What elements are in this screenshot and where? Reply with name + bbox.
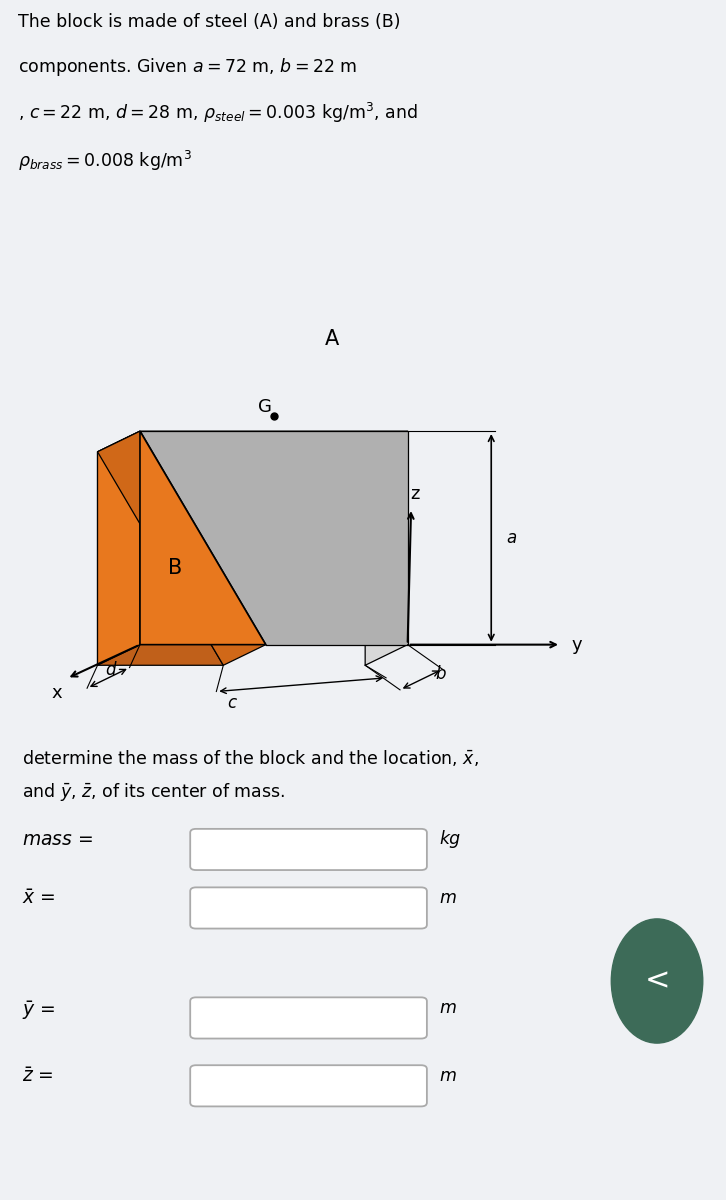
FancyBboxPatch shape [190,1066,427,1106]
Text: d: d [105,661,115,679]
Text: c: c [227,695,236,713]
Text: G: G [258,398,272,416]
Text: $\bar{x}$ =: $\bar{x}$ = [22,889,57,907]
Polygon shape [97,451,224,665]
Text: x: x [51,684,62,702]
Text: , $c = 22$ m, $d = 28$ m, $\rho_{steel} = 0.003$ kg/m$^3$, and: , $c = 22$ m, $d = 28$ m, $\rho_{steel} … [18,101,417,125]
Circle shape [611,919,703,1043]
Text: kg: kg [439,830,460,848]
Text: A: A [325,329,339,349]
Polygon shape [97,431,140,665]
Polygon shape [365,431,407,665]
Text: $\bar{z}$ =: $\bar{z}$ = [22,1067,55,1086]
Text: and $\bar{y}$, $\bar{z}$, of its center of mass.: and $\bar{y}$, $\bar{z}$, of its center … [22,781,285,803]
Text: z: z [410,485,419,503]
Text: <: < [644,966,670,996]
Text: $\bar{y}$ =: $\bar{y}$ = [22,998,57,1021]
Text: $m$: $m$ [439,1067,457,1085]
Text: B: B [168,558,182,578]
Polygon shape [140,431,407,644]
Polygon shape [97,431,407,451]
Polygon shape [97,431,266,665]
Text: $m$: $m$ [439,998,457,1016]
Text: determine the mass of the block and the location, $\bar{x}$,: determine the mass of the block and the … [22,749,478,768]
Text: b: b [435,665,446,683]
Text: $\rho_{brass} = 0.008$ kg/m$^3$: $\rho_{brass} = 0.008$ kg/m$^3$ [18,149,192,173]
Polygon shape [140,431,266,644]
Text: a: a [507,529,517,547]
Text: y: y [571,636,582,654]
FancyBboxPatch shape [190,829,427,870]
FancyBboxPatch shape [190,887,427,929]
FancyBboxPatch shape [190,997,427,1038]
Text: The block is made of steel (A) and brass (B): The block is made of steel (A) and brass… [18,13,401,31]
Text: $m$: $m$ [439,889,457,907]
Text: components. Given $a = 72$ m, $b = 22$ m: components. Given $a = 72$ m, $b = 22$ m [18,55,357,78]
Text: $mass$ =: $mass$ = [22,830,94,850]
